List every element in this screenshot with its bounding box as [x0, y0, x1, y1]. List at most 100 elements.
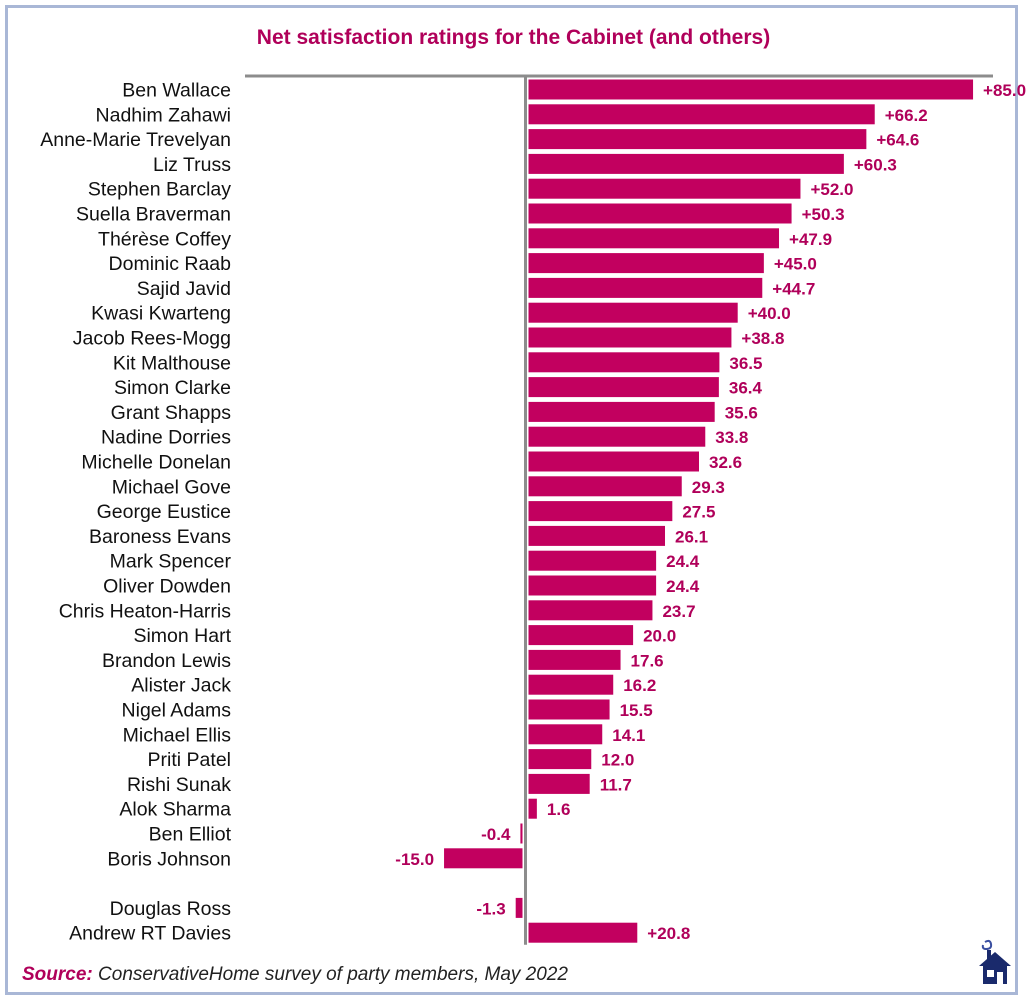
data-label: +60.3	[854, 155, 897, 174]
category-label: Nadine Dorries	[101, 427, 231, 449]
bar	[528, 129, 867, 150]
data-label: 27.5	[682, 503, 715, 522]
category-label: Andrew RT Davies	[69, 923, 231, 945]
bar	[528, 749, 592, 770]
data-label: 1.6	[547, 800, 571, 819]
house-logo-icon	[979, 939, 1011, 984]
bar	[528, 203, 792, 224]
data-label: 24.4	[666, 552, 700, 571]
bar	[528, 525, 666, 546]
data-label: +44.7	[772, 279, 815, 298]
category-label: Boris Johnson	[107, 848, 231, 870]
bar	[528, 724, 603, 745]
data-label: +38.8	[741, 329, 784, 348]
category-label: Nigel Adams	[122, 700, 232, 722]
data-label: +20.8	[647, 924, 690, 943]
category-label: Liz Truss	[153, 154, 231, 176]
bar	[528, 377, 719, 398]
data-label: +52.0	[810, 180, 853, 199]
category-label: Jacob Rees-Mogg	[73, 328, 231, 350]
bar	[528, 327, 732, 348]
category-label: Michael Ellis	[123, 724, 232, 746]
bar	[528, 476, 682, 497]
bar	[515, 897, 523, 918]
category-label: Priti Patel	[148, 749, 231, 771]
bar	[528, 153, 844, 174]
data-label: 20.0	[643, 627, 676, 646]
category-label: Grant Shapps	[111, 402, 232, 424]
category-label: Alister Jack	[131, 675, 231, 697]
bar	[528, 277, 763, 298]
category-label: Chris Heaton-Harris	[59, 600, 232, 622]
category-label: Ben Wallace	[122, 80, 231, 102]
category-label: Mark Spencer	[110, 551, 232, 573]
source-text: ConservativeHome survey of party members…	[98, 964, 568, 985]
data-label: -0.4	[481, 825, 511, 844]
category-label: Michelle Donelan	[81, 452, 231, 474]
data-label: 12.0	[601, 751, 634, 770]
category-label: Suella Braverman	[76, 204, 231, 226]
bar	[520, 823, 523, 844]
chart-frame	[5, 5, 1018, 995]
category-label: Sajid Javid	[137, 278, 231, 300]
data-label: 14.1	[612, 726, 645, 745]
bar	[528, 426, 706, 447]
category-label: Rishi Sunak	[127, 774, 231, 796]
bar	[528, 352, 720, 373]
bar	[528, 922, 638, 943]
bar	[528, 401, 715, 422]
category-label: Michael Gove	[112, 476, 231, 498]
data-label: 24.4	[666, 577, 700, 596]
source-note: Source: ConservativeHome survey of party…	[22, 964, 568, 986]
category-label: Kwasi Kwarteng	[91, 303, 231, 325]
category-label: Ben Elliot	[149, 824, 232, 846]
data-label: 17.6	[631, 651, 664, 670]
bar	[528, 79, 974, 100]
category-label: Kit Malthouse	[113, 352, 231, 374]
bar	[528, 451, 699, 472]
data-label: +40.0	[748, 304, 791, 323]
data-label: 33.8	[715, 428, 748, 447]
data-label: 15.5	[620, 701, 653, 720]
bar	[528, 674, 614, 695]
bar	[528, 798, 537, 819]
data-label: -15.0	[395, 850, 434, 869]
bar	[528, 773, 590, 794]
source-label: Source:	[22, 964, 93, 985]
category-label: Simon Hart	[133, 625, 231, 647]
data-label: 36.5	[729, 354, 762, 373]
data-label: +45.0	[774, 255, 817, 274]
data-label: 26.1	[675, 527, 708, 546]
bar	[528, 600, 653, 621]
category-label: Oliver Dowden	[103, 576, 231, 598]
category-label: Stephen Barclay	[88, 179, 231, 201]
category-label: George Eustice	[97, 501, 231, 523]
data-label: 35.6	[725, 403, 758, 422]
chart-title: Net satisfaction ratings for the Cabinet…	[256, 26, 771, 49]
category-label: Douglas Ross	[110, 898, 232, 920]
data-label: 16.2	[623, 676, 656, 695]
bar	[444, 848, 523, 869]
data-label: +50.3	[802, 205, 845, 224]
data-label: +47.9	[789, 230, 832, 249]
bar	[528, 575, 657, 596]
bar	[528, 228, 780, 249]
bar	[528, 699, 610, 720]
category-label: Thérèse Coffey	[98, 228, 231, 250]
data-label: -1.3	[476, 899, 505, 918]
data-label: +66.2	[885, 106, 928, 125]
category-label: Brandon Lewis	[102, 650, 231, 672]
category-label: Nadhim Zahawi	[96, 104, 231, 126]
bar	[528, 625, 634, 646]
bar	[528, 649, 621, 670]
bar	[528, 550, 657, 571]
category-label: Dominic Raab	[109, 253, 232, 275]
data-label: 29.3	[692, 478, 725, 497]
data-label: 23.7	[662, 602, 695, 621]
bar	[528, 501, 673, 522]
bar	[528, 253, 764, 274]
data-label: 11.7	[600, 775, 632, 794]
data-label: 36.4	[729, 379, 763, 398]
bar	[528, 302, 738, 323]
